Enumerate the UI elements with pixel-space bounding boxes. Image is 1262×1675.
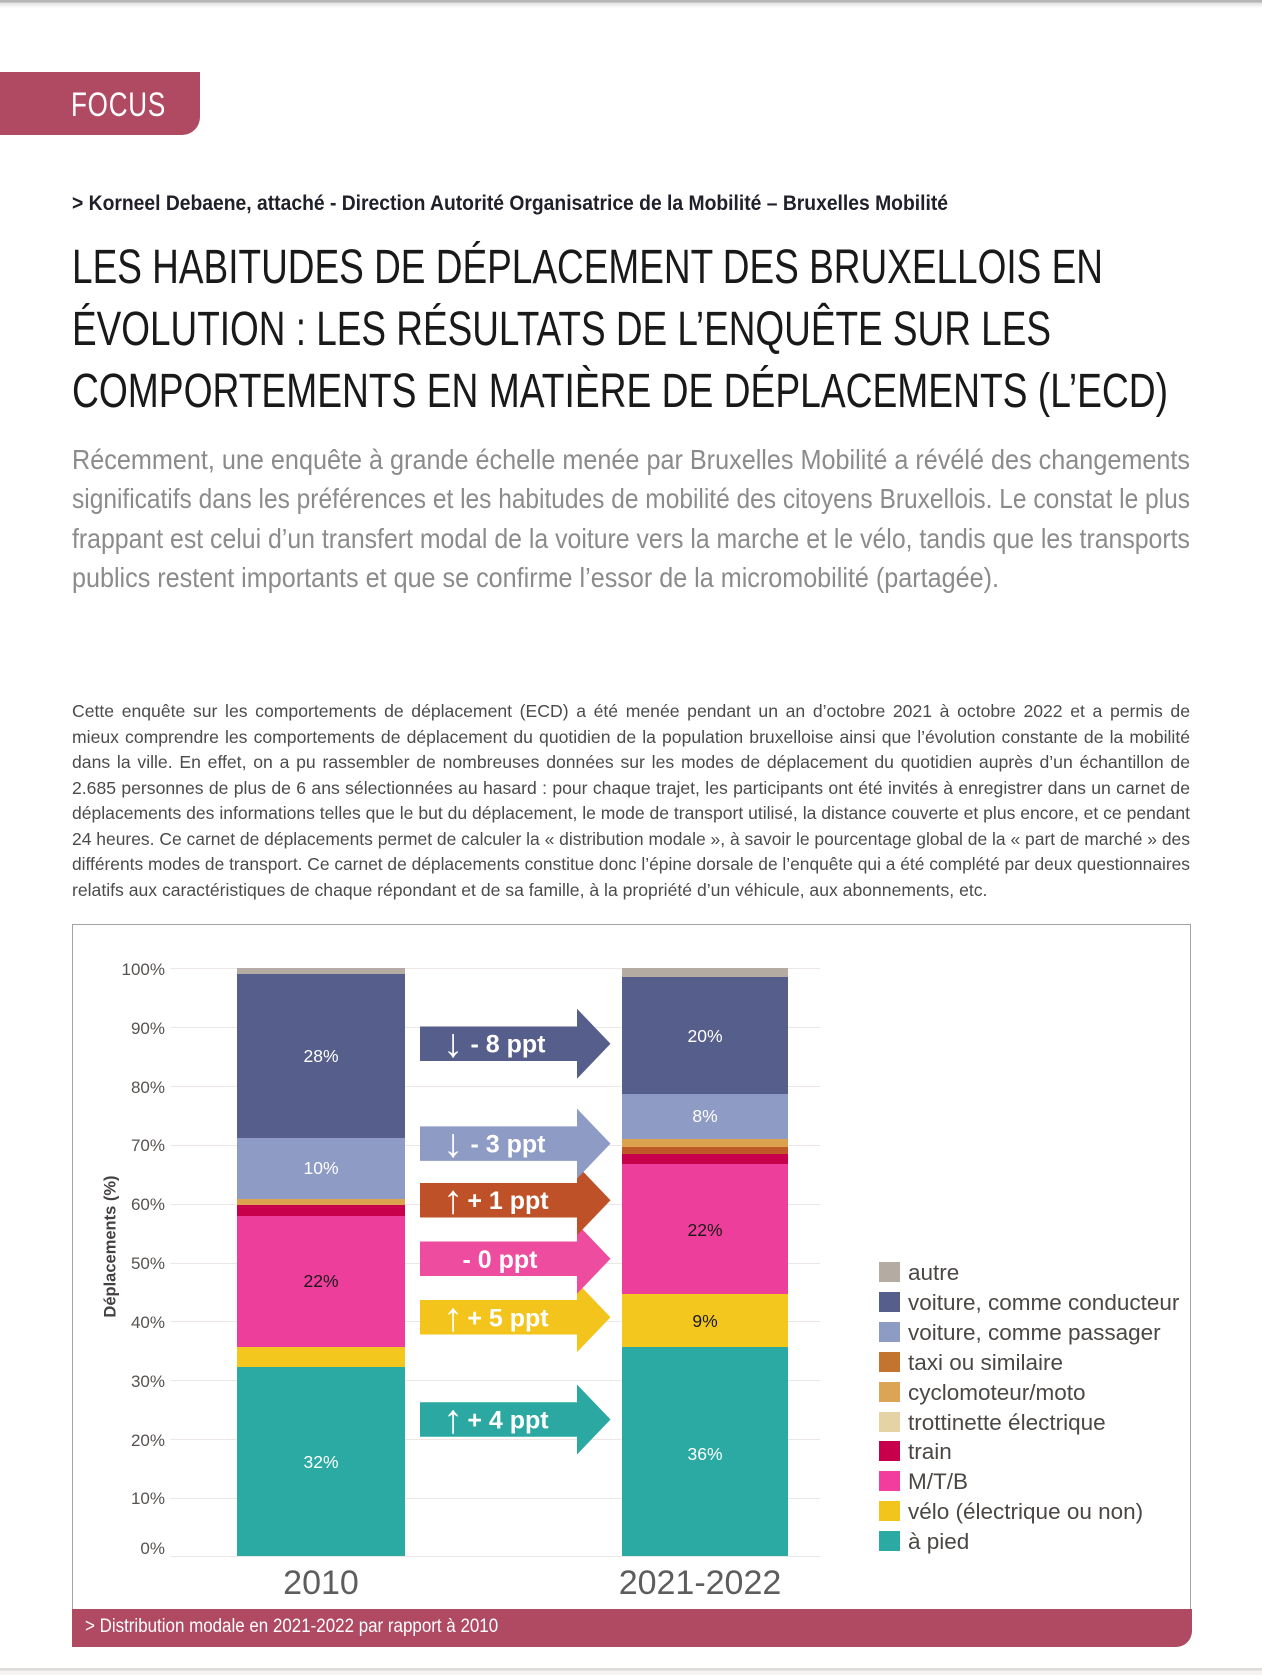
svg-text:+ 1 ppt: + 1 ppt — [467, 1187, 549, 1215]
svg-text:- 8 ppt: - 8 ppt — [471, 1031, 547, 1059]
svg-text:↓: ↓ — [443, 1122, 463, 1166]
svg-text:↓: ↓ — [443, 1022, 463, 1066]
svg-text:+ 5 ppt: + 5 ppt — [467, 1304, 549, 1332]
svg-text:+ 4 ppt: + 4 ppt — [467, 1407, 549, 1435]
svg-text:↑: ↑ — [443, 1398, 463, 1442]
svg-text:- 3 ppt: - 3 ppt — [471, 1131, 547, 1159]
svg-text:↑: ↑ — [443, 1178, 463, 1222]
svg-text:- 0 ppt: - 0 ppt — [463, 1246, 539, 1274]
svg-text:↑: ↑ — [443, 1295, 463, 1339]
